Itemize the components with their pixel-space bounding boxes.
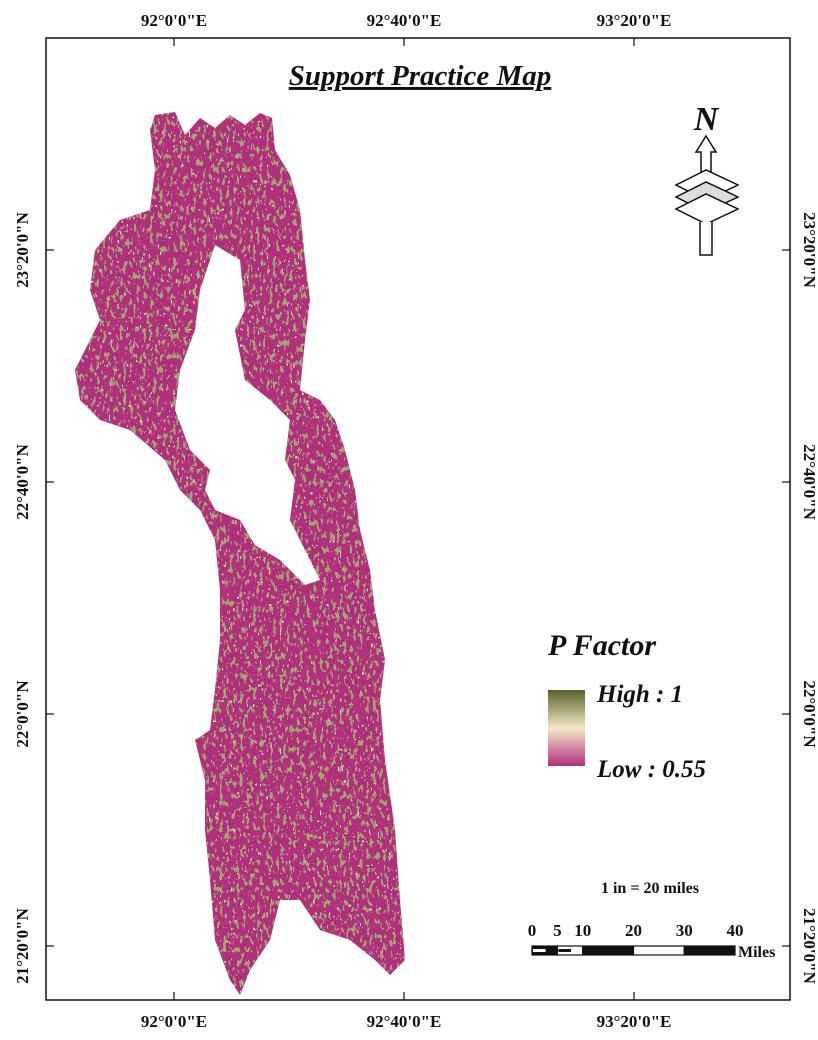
longitude-label: 92°0'0"E bbox=[141, 1012, 207, 1031]
scale-tick-label: 20 bbox=[625, 921, 642, 940]
latitude-label: 22°40'0"N bbox=[800, 444, 818, 520]
longitude-label: 92°0'0"E bbox=[141, 11, 207, 30]
map-title: Support Practice Map bbox=[289, 60, 552, 92]
scale-segment-inner bbox=[533, 949, 546, 952]
latitude-label: 23°20'0"N bbox=[13, 211, 32, 287]
north-arrow: N bbox=[674, 101, 740, 256]
longitude-label: 93°20'0"E bbox=[597, 11, 672, 30]
scale-tick-label: 5 bbox=[553, 921, 562, 940]
latitude-label: 21°20'0"N bbox=[13, 907, 32, 983]
longitude-label: 92°40'0"E bbox=[367, 11, 442, 30]
scale-segment bbox=[683, 945, 736, 956]
legend-low: Low : 0.55 bbox=[596, 756, 706, 783]
longitude-label: 93°20'0"E bbox=[597, 1012, 672, 1031]
scale-tick-label: 30 bbox=[676, 921, 693, 940]
scale-segment bbox=[632, 945, 685, 956]
scale-segment-inner bbox=[558, 949, 572, 952]
scale-tick-label: 40 bbox=[727, 921, 744, 940]
scale-ratio: 1 in = 20 miles bbox=[601, 880, 699, 897]
legend-ramp bbox=[548, 690, 585, 766]
legend-high: High : 1 bbox=[596, 681, 683, 708]
latitude-label: 22°40'0"N bbox=[13, 443, 32, 519]
longitude-label: 92°40'0"E bbox=[367, 1012, 442, 1031]
scale-tick-label: 10 bbox=[574, 921, 591, 940]
scale-tick-label: 0 bbox=[528, 921, 537, 940]
latitude-label: 21°20'0"N bbox=[800, 908, 818, 984]
latitude-label: 23°20'0"N bbox=[800, 212, 818, 288]
scale-unit: Miles bbox=[738, 944, 775, 961]
scale-segment bbox=[582, 945, 635, 956]
legend-title: P Factor bbox=[547, 629, 656, 662]
latitude-label: 22°0'0"N bbox=[13, 680, 32, 748]
north-label: N bbox=[693, 101, 720, 138]
latitude-label: 22°0'0"N bbox=[800, 680, 818, 748]
graticule-ticks bbox=[46, 38, 790, 1000]
